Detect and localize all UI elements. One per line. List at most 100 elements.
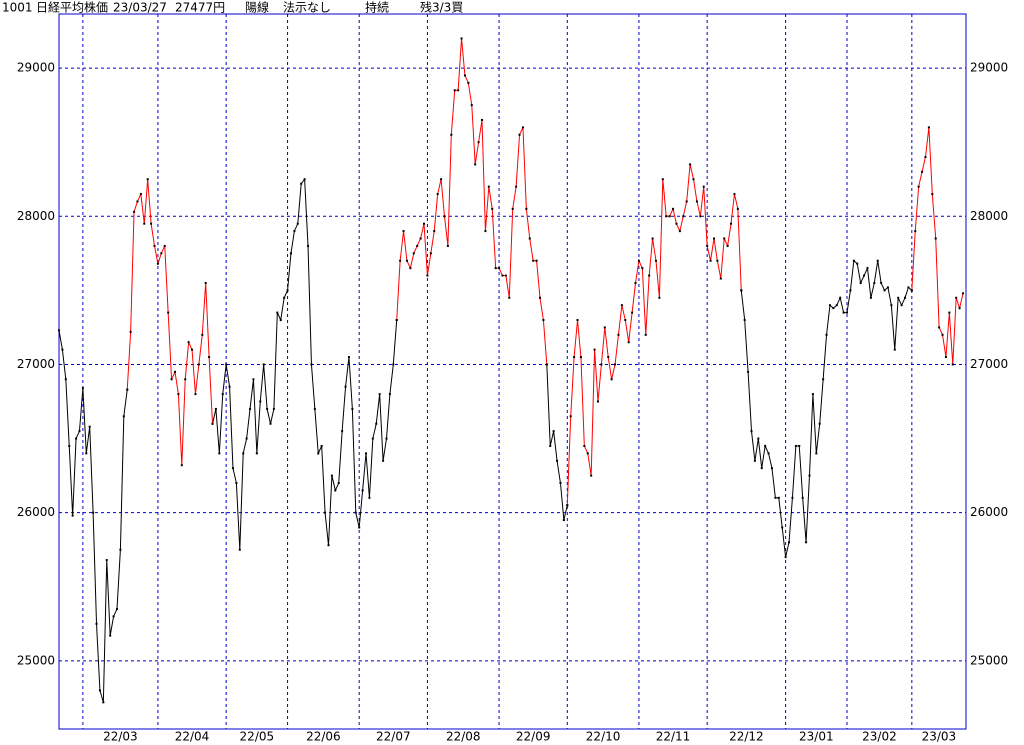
price-point [204,281,207,284]
price-point [573,356,576,359]
price-point [382,459,385,462]
price-point [921,170,924,173]
price-point [781,526,784,529]
x-tick-label: 22/12 [729,730,764,744]
price-point [423,222,426,225]
price-point [545,363,548,366]
price-point [620,304,623,307]
price-point [255,452,258,455]
price-point [552,430,555,433]
x-tick-label: 23/03 [922,730,957,744]
price-point [948,311,951,314]
price-point [307,244,310,247]
price-point [463,74,466,77]
price-point [897,296,900,299]
price-point [661,178,664,181]
price-point [869,296,872,299]
price-point [893,348,896,351]
price-point [143,222,146,225]
price-point [344,385,347,388]
price-point [136,200,139,203]
price-point [365,452,368,455]
price-point [856,262,859,265]
price-point [109,634,112,637]
price-point [392,363,395,366]
price-point [498,267,501,270]
price-point [156,262,159,265]
price-point [770,467,773,470]
price-point [402,230,405,233]
price-point [112,615,115,618]
x-tick-label: 23/01 [799,730,834,744]
price-point [818,422,821,425]
price-point [78,430,81,433]
price-point [825,333,828,336]
price-point [474,163,477,166]
price-point [115,607,118,610]
price-point [460,37,463,40]
price-point [938,326,941,329]
price-point [760,467,763,470]
y2-tick-label: 28000 [970,209,1008,223]
header: 1001 日経平均株価 23/03/27 27477円 陽線 法示なし 持続 残… [2,0,463,15]
price-point [477,141,480,144]
price-point [951,363,954,366]
price-point [556,459,559,462]
price-point [767,452,770,455]
price-point [808,474,811,477]
price-point [385,437,388,440]
price-point [433,230,436,233]
price-point [214,407,217,410]
price-point [518,133,521,136]
price-point [228,385,231,388]
x-tick-label: 22/04 [175,730,210,744]
name: 日経平均株価 [36,0,108,15]
price-point [102,701,105,704]
price-point [194,393,197,396]
price-point [177,393,180,396]
price-point [709,259,712,262]
price-point [68,444,71,447]
price-point [846,311,849,314]
price-point [160,252,163,255]
price-point [559,482,562,485]
price-point [914,230,917,233]
price-point [876,259,879,262]
price-point [95,622,98,625]
price-point [341,430,344,433]
price-point [197,363,200,366]
price-point [81,387,84,390]
price-point [538,296,541,299]
price-point [590,474,593,477]
price-point [654,259,657,262]
price-point [436,193,439,196]
price-point [119,548,122,551]
price-point [467,81,470,84]
price-point [648,274,651,277]
price-point [457,89,460,92]
price-point [180,464,183,467]
price-point [685,200,688,203]
price-point [907,286,910,289]
price-point [627,341,630,344]
price-point [378,393,381,396]
price-point [777,496,780,499]
price-point [330,474,333,477]
price-point [730,222,733,225]
price-point [757,437,760,440]
price-point [614,363,617,366]
price-point [508,296,511,299]
price-point [815,452,818,455]
price-point [501,274,504,277]
price-point [300,182,303,185]
price-point [890,304,893,307]
price-point [682,215,685,218]
price-point [58,329,60,332]
price-point [320,444,323,447]
price-point [706,244,709,247]
price-point [494,267,497,270]
price-point [750,430,753,433]
price-point [395,319,398,322]
price-point [64,378,67,381]
x-tick-label: 22/06 [306,730,341,744]
